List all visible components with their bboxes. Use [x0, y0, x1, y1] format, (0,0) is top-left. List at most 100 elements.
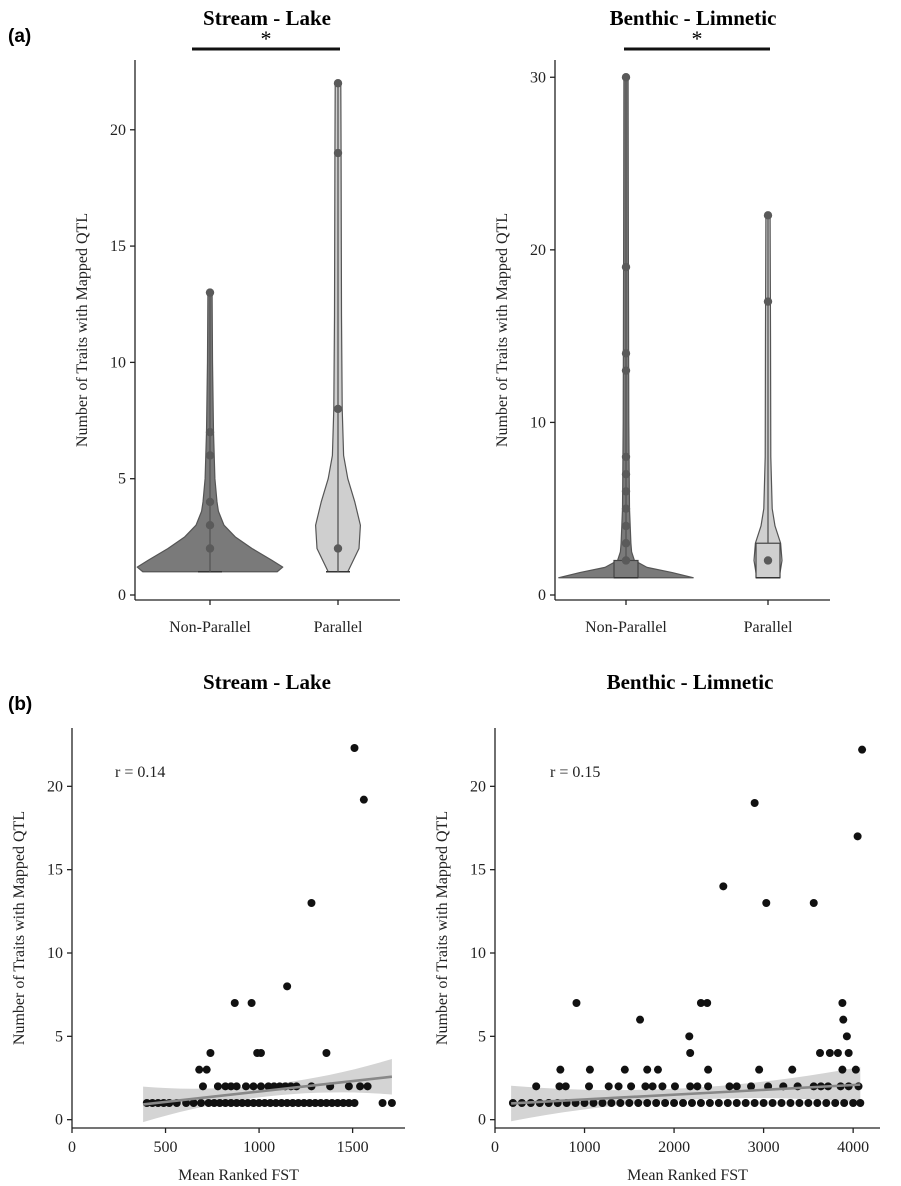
data-point — [356, 1082, 365, 1091]
x-tick-label: 2000 — [658, 1139, 690, 1156]
data-point — [634, 1099, 643, 1107]
data-point — [648, 1082, 657, 1091]
data-point — [197, 1099, 206, 1107]
data-point — [831, 1099, 840, 1107]
data-point — [344, 1082, 353, 1091]
data-point — [842, 1032, 851, 1041]
data-point — [670, 1082, 679, 1091]
data-point — [621, 504, 631, 513]
data-point — [687, 1099, 696, 1107]
data-point — [305, 1099, 314, 1107]
data-point — [221, 1099, 230, 1107]
data-point — [243, 1099, 252, 1107]
y-tick-label: 10 — [470, 945, 486, 962]
data-point — [856, 1099, 865, 1107]
data-point — [621, 521, 631, 531]
data-point — [686, 1049, 695, 1057]
x-tick-label: 3000 — [748, 1139, 780, 1156]
data-point — [316, 1099, 325, 1107]
y-axis-label: Number of Traits with Mapped QTL — [434, 811, 451, 1045]
y-axis-label: Number of Traits with Mapped QTL — [74, 213, 91, 447]
data-point — [260, 1099, 269, 1107]
data-point — [762, 899, 771, 907]
data-point — [768, 1099, 777, 1107]
data-point — [741, 1099, 750, 1107]
x-tick-label: 4000 — [837, 1139, 869, 1156]
data-point — [839, 1015, 848, 1024]
x-tick-label: 0 — [68, 1139, 76, 1156]
data-point — [322, 1099, 331, 1107]
data-point — [359, 795, 368, 804]
trend-line — [511, 1083, 861, 1105]
data-point — [241, 1082, 250, 1091]
data-point — [658, 1082, 667, 1091]
data-point — [763, 297, 773, 306]
data-point — [693, 1082, 702, 1091]
data-point — [195, 1065, 204, 1074]
data-point — [205, 497, 215, 507]
y-tick-label: 0 — [538, 587, 546, 604]
data-point — [255, 1099, 264, 1107]
data-point — [283, 982, 292, 991]
data-point — [858, 745, 867, 754]
data-point — [838, 999, 847, 1007]
data-point — [333, 79, 343, 88]
data-point — [266, 1099, 275, 1107]
data-point — [205, 427, 215, 437]
data-point — [621, 73, 631, 82]
data-point — [585, 1065, 594, 1074]
data-point — [202, 1065, 211, 1074]
chart-title: Benthic - Limnetic — [610, 6, 777, 30]
data-point — [696, 999, 705, 1007]
data-point — [614, 1082, 623, 1091]
data-point — [249, 1082, 258, 1091]
data-point — [643, 1099, 652, 1107]
y-tick-label: 0 — [478, 1112, 486, 1129]
data-point — [230, 999, 239, 1007]
data-point — [307, 899, 316, 907]
y-tick-label: 10 — [47, 945, 63, 962]
data-point — [653, 1065, 662, 1074]
data-point — [206, 1049, 215, 1057]
data-point — [344, 1099, 353, 1107]
data-point — [277, 1099, 286, 1107]
data-point — [816, 1049, 825, 1057]
data-point — [725, 1082, 734, 1091]
data-point — [661, 1099, 670, 1107]
chart-title: Benthic - Limnetic — [607, 670, 774, 694]
data-point — [328, 1099, 337, 1107]
panel-label-a: (a) — [8, 26, 31, 47]
data-point — [247, 999, 256, 1007]
data-point — [621, 349, 631, 358]
y-tick-label: 10 — [530, 414, 546, 431]
data-point — [311, 1099, 320, 1107]
data-point — [825, 1049, 834, 1057]
x-tick-label: 1000 — [243, 1139, 275, 1156]
data-point — [621, 452, 631, 462]
significance-star: * — [261, 26, 272, 51]
data-point — [232, 1099, 241, 1107]
chart-stream-lake-violin: 0 5 10 15 20 Number of Traits with Mapped QTL… — [74, 6, 400, 636]
y-tick-label: 5 — [55, 1028, 63, 1045]
chart-benthic-limnetic-scatter: 0 5 10 15 20 Number of Traits with Mapped QTL… — [434, 670, 880, 1184]
y-axis-label: Number of Traits with Mapped QTL — [11, 811, 28, 1045]
data-point — [621, 487, 631, 496]
data-point — [759, 1099, 768, 1107]
data-point — [714, 1099, 723, 1107]
data-point — [322, 1049, 331, 1057]
data-point — [755, 1065, 764, 1074]
data-point — [299, 1099, 308, 1107]
y-tick-label: 10 — [110, 354, 126, 371]
data-point — [589, 1099, 598, 1107]
y-tick-label: 20 — [47, 778, 63, 795]
chart-stream-lake-scatter: 0 5 10 15 20 Number of Traits with Mapped QTL… — [11, 670, 405, 1184]
data-point — [232, 1082, 241, 1091]
data-point — [585, 1082, 594, 1091]
y-tick-label: 15 — [110, 238, 126, 255]
data-point — [205, 544, 215, 553]
data-point — [849, 1099, 858, 1107]
data-point — [670, 1099, 679, 1107]
data-point — [556, 1065, 565, 1074]
data-point — [350, 744, 359, 752]
data-point — [853, 832, 862, 841]
